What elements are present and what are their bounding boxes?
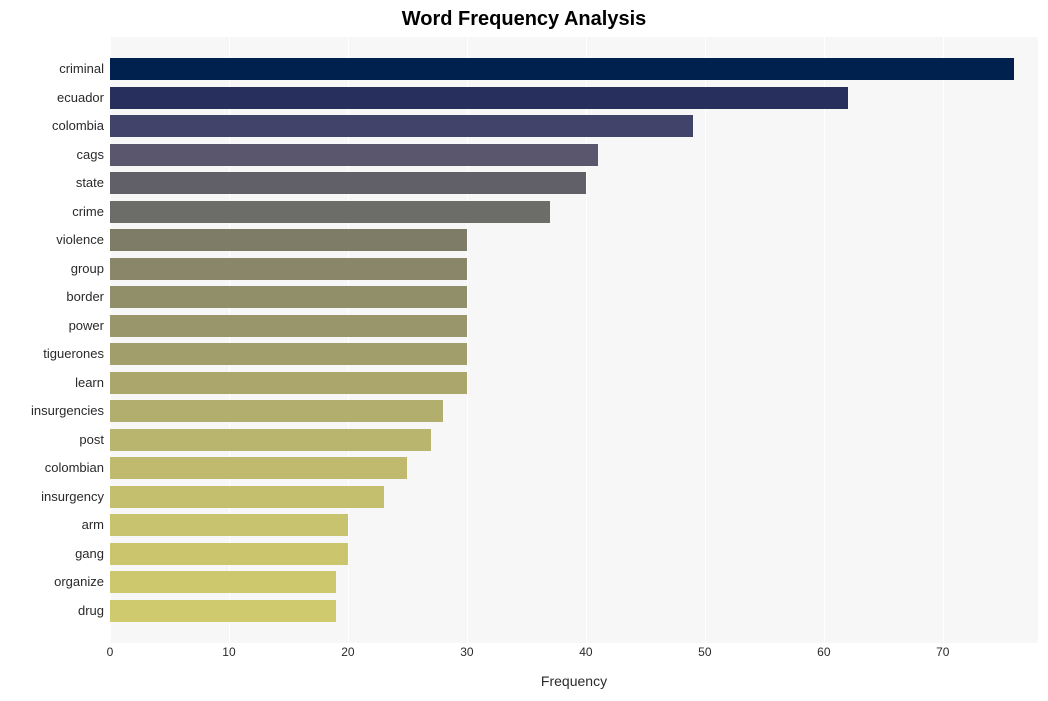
bar-row	[110, 486, 384, 508]
bar-row	[110, 144, 598, 166]
y-tick-label: colombia	[52, 115, 104, 137]
bar	[110, 600, 336, 622]
word-frequency-chart: Word Frequency Analysis criminalecuadorc…	[0, 0, 1048, 701]
y-tick-label: group	[71, 258, 104, 280]
y-tick-label: tiguerones	[43, 343, 104, 365]
y-tick-label: insurgencies	[31, 400, 104, 422]
bar-row	[110, 457, 407, 479]
bar	[110, 286, 467, 308]
bar-row	[110, 229, 467, 251]
bar-row	[110, 400, 443, 422]
x-tick-label: 10	[222, 645, 235, 659]
bar	[110, 486, 384, 508]
x-tick-label: 70	[936, 645, 949, 659]
bar-row	[110, 201, 550, 223]
bar	[110, 571, 336, 593]
y-tick-label: criminal	[59, 58, 104, 80]
bar-row	[110, 58, 1014, 80]
y-tick-label: border	[66, 286, 104, 308]
bar	[110, 201, 550, 223]
bar	[110, 144, 598, 166]
x-tick-label: 30	[460, 645, 473, 659]
bar	[110, 429, 431, 451]
y-tick-label: arm	[82, 514, 104, 536]
y-tick-label: crime	[72, 201, 104, 223]
bar-row	[110, 315, 467, 337]
bars-layer	[110, 37, 1038, 643]
x-tick-label: 0	[107, 645, 114, 659]
bar	[110, 315, 467, 337]
bar	[110, 258, 467, 280]
bar-row	[110, 600, 336, 622]
bar	[110, 343, 467, 365]
x-tick-label: 40	[579, 645, 592, 659]
y-tick-label: drug	[78, 600, 104, 622]
x-tick-label: 20	[341, 645, 354, 659]
bar-row	[110, 543, 348, 565]
bar-row	[110, 286, 467, 308]
y-tick-label: learn	[75, 372, 104, 394]
x-tick-label: 50	[698, 645, 711, 659]
bar	[110, 372, 467, 394]
y-tick-label: ecuador	[57, 87, 104, 109]
plot-area	[110, 37, 1038, 643]
bar-row	[110, 87, 848, 109]
bar	[110, 172, 586, 194]
bar-row	[110, 514, 348, 536]
y-tick-label: organize	[54, 571, 104, 593]
bar-row	[110, 115, 693, 137]
bar-row	[110, 372, 467, 394]
bar	[110, 115, 693, 137]
bar-row	[110, 429, 431, 451]
bar-row	[110, 258, 467, 280]
bar-row	[110, 343, 467, 365]
y-tick-label: post	[79, 429, 104, 451]
bar	[110, 457, 407, 479]
x-axis-label: Frequency	[110, 673, 1038, 689]
y-tick-label: cags	[77, 144, 104, 166]
y-tick-label: power	[69, 315, 104, 337]
y-axis-labels: criminal ecuador colombia cags state crime vio…	[0, 37, 104, 643]
bar-row	[110, 172, 586, 194]
bar	[110, 229, 467, 251]
bar	[110, 514, 348, 536]
chart-title: Word Frequency Analysis	[0, 8, 1048, 31]
y-tick-label: gang	[75, 543, 104, 565]
bar	[110, 87, 848, 109]
y-tick-label: insurgency	[41, 486, 104, 508]
y-tick-label: violence	[56, 229, 104, 251]
bar-row	[110, 571, 336, 593]
x-axis-ticks: 0 10 20 30 40 50 60 70	[110, 645, 1038, 663]
bar	[110, 400, 443, 422]
bar	[110, 543, 348, 565]
x-tick-label: 60	[817, 645, 830, 659]
y-tick-label: colombian	[45, 457, 104, 479]
bar	[110, 58, 1014, 80]
y-tick-label: state	[76, 172, 104, 194]
